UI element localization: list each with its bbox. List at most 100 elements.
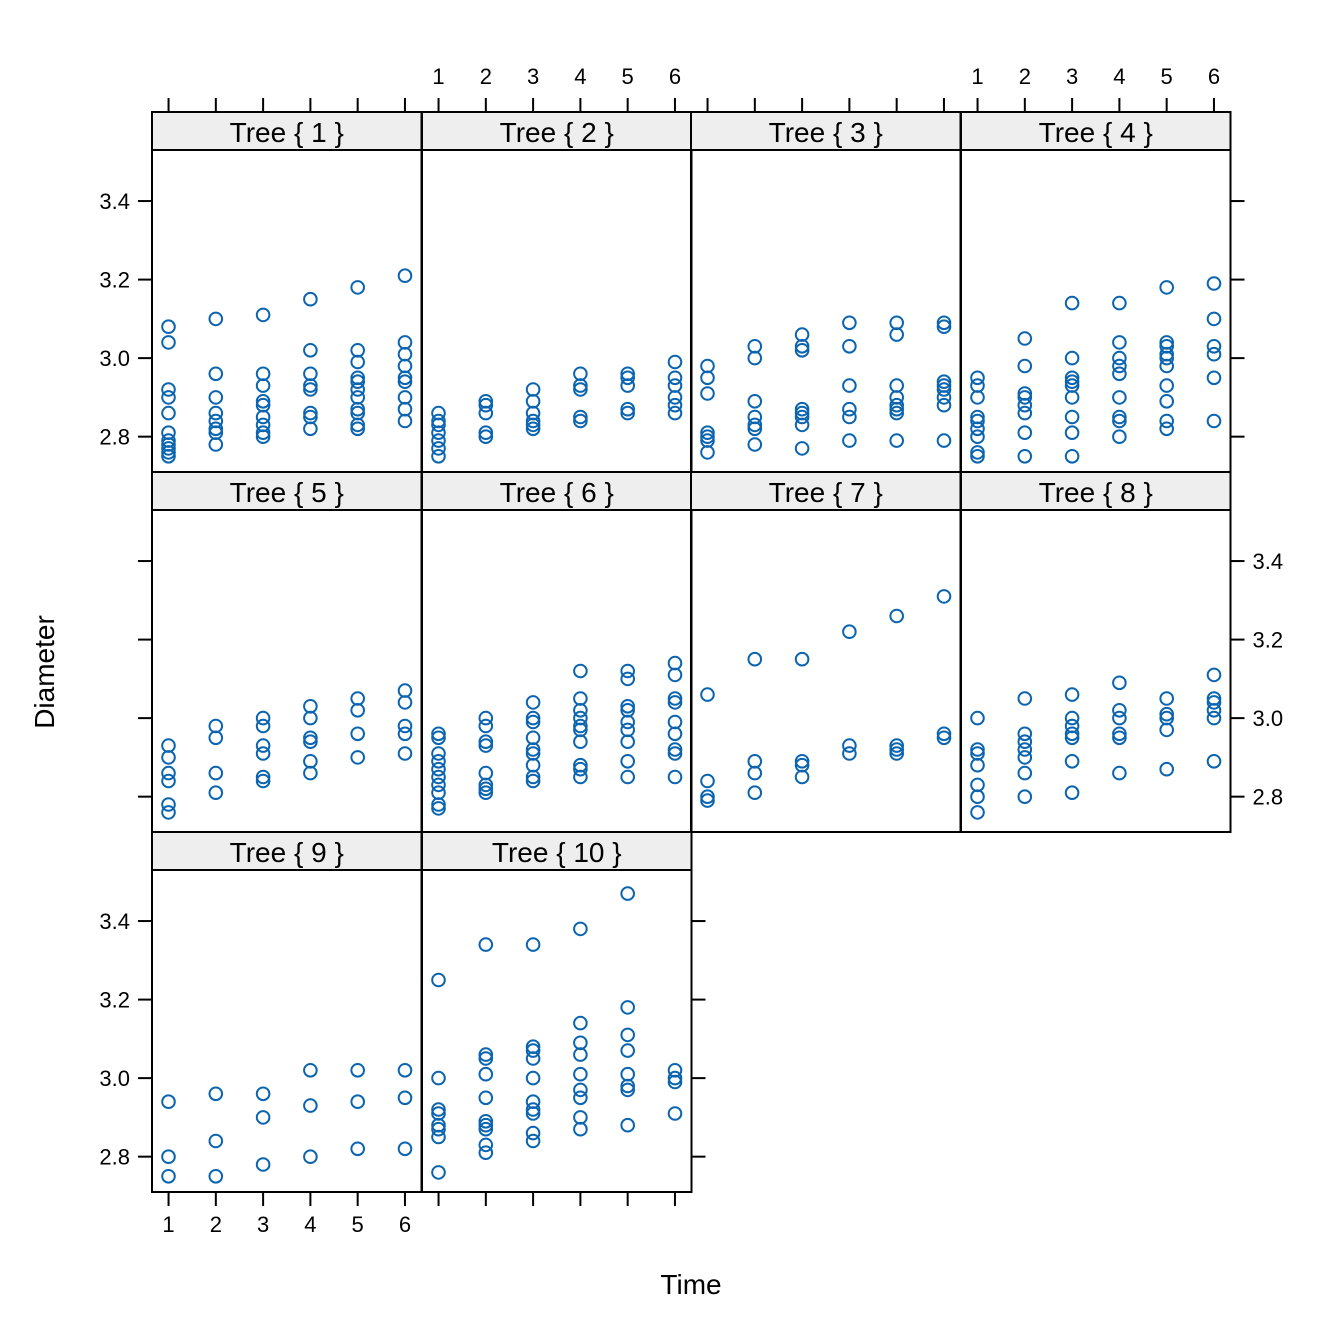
data-point bbox=[1206, 276, 1222, 291]
panels-layer: Tree { 1 } Tree { 2 } Tree { 3 } Tree { 4 }… bbox=[99, 64, 1283, 1237]
y-axis-title: Diameter bbox=[29, 615, 60, 729]
data-point bbox=[700, 425, 715, 441]
data-point bbox=[397, 335, 413, 350]
data-point bbox=[478, 718, 494, 734]
panel-tree-3: Tree { 3 } bbox=[690, 111, 962, 473]
data-point bbox=[1017, 742, 1033, 757]
data-point bbox=[1206, 339, 1222, 354]
data-point bbox=[255, 409, 271, 425]
x-tick-label: 6 bbox=[669, 64, 681, 89]
x-tick-label: 6 bbox=[1208, 64, 1220, 89]
data-point bbox=[747, 339, 763, 354]
y-tick-label: 3.0 bbox=[1253, 706, 1284, 731]
data-point bbox=[161, 738, 176, 753]
data-point bbox=[794, 754, 810, 769]
panel-border bbox=[151, 509, 423, 833]
data-point bbox=[350, 1063, 366, 1078]
data-point bbox=[350, 401, 366, 417]
data-point bbox=[350, 726, 366, 742]
data-point bbox=[350, 691, 366, 706]
data-point bbox=[161, 1149, 176, 1164]
data-point bbox=[161, 765, 176, 781]
data-point bbox=[1017, 405, 1033, 421]
data-point bbox=[431, 754, 446, 769]
data-point bbox=[970, 757, 985, 773]
y-tick-label: 3.4 bbox=[1253, 549, 1284, 574]
data-point bbox=[842, 624, 857, 640]
data-point bbox=[842, 746, 857, 761]
data-point bbox=[303, 1063, 318, 1078]
strip-label: Tree { 1 } bbox=[230, 117, 344, 148]
data-point bbox=[431, 730, 446, 746]
strip-label: Tree { 7 } bbox=[769, 477, 883, 508]
data-point bbox=[936, 433, 952, 448]
strip-label: Tree { 8 } bbox=[1039, 477, 1153, 508]
data-point bbox=[1017, 358, 1033, 374]
data-point bbox=[478, 777, 494, 793]
data-point bbox=[620, 378, 636, 393]
data-point bbox=[1112, 358, 1127, 374]
data-point bbox=[889, 315, 905, 331]
data-point bbox=[1017, 390, 1033, 405]
data-point bbox=[747, 785, 763, 801]
data-point bbox=[747, 421, 763, 437]
data-point bbox=[255, 1157, 271, 1172]
data-point bbox=[397, 390, 413, 405]
y-tick-label: 2.8 bbox=[99, 425, 130, 450]
data-point bbox=[208, 765, 224, 781]
data-point bbox=[620, 754, 636, 769]
data-point bbox=[667, 390, 683, 405]
data-point bbox=[1159, 761, 1174, 777]
data-point bbox=[1159, 358, 1174, 374]
panel-border bbox=[960, 149, 1232, 473]
data-point bbox=[431, 785, 446, 801]
data-point bbox=[161, 445, 176, 460]
strip-label: Tree { 3 } bbox=[769, 117, 883, 148]
data-point bbox=[255, 429, 271, 445]
panel-border bbox=[151, 869, 423, 1193]
data-point bbox=[620, 1082, 636, 1098]
data-point bbox=[1064, 754, 1080, 769]
data-point bbox=[431, 746, 446, 761]
data-point bbox=[431, 769, 446, 785]
data-point bbox=[1112, 765, 1127, 781]
x-tick-label: 3 bbox=[527, 64, 539, 89]
data-point bbox=[161, 773, 176, 789]
data-point bbox=[208, 785, 224, 801]
data-point bbox=[1017, 425, 1033, 441]
data-point bbox=[431, 777, 446, 793]
data-point bbox=[1159, 413, 1174, 429]
panel-border bbox=[421, 869, 693, 1193]
data-point bbox=[525, 1125, 541, 1141]
x-tick-label: 2 bbox=[1019, 64, 1031, 89]
data-point bbox=[303, 343, 318, 358]
data-point bbox=[573, 691, 588, 706]
data-point bbox=[620, 1000, 636, 1015]
data-point bbox=[1017, 750, 1033, 765]
data-point bbox=[431, 433, 446, 448]
data-point bbox=[350, 750, 366, 765]
strip-border bbox=[151, 831, 423, 871]
data-point bbox=[161, 405, 176, 421]
data-point bbox=[700, 687, 715, 702]
y-tick-label: 3.2 bbox=[99, 268, 130, 293]
data-point bbox=[303, 710, 318, 726]
data-point bbox=[255, 394, 271, 409]
data-point bbox=[1112, 413, 1127, 429]
data-point bbox=[794, 417, 810, 433]
data-point bbox=[620, 1078, 636, 1094]
data-point bbox=[161, 449, 176, 464]
data-point bbox=[970, 449, 985, 464]
data-point bbox=[1017, 331, 1033, 346]
data-point bbox=[573, 1035, 588, 1051]
data-point bbox=[478, 1117, 494, 1133]
data-point bbox=[525, 1102, 541, 1117]
x-tick-label: 6 bbox=[399, 1212, 411, 1237]
data-point bbox=[700, 386, 715, 401]
data-point bbox=[1017, 789, 1033, 805]
data-point bbox=[667, 370, 683, 386]
data-point bbox=[525, 1051, 541, 1066]
data-point bbox=[936, 730, 952, 746]
data-point bbox=[794, 769, 810, 785]
